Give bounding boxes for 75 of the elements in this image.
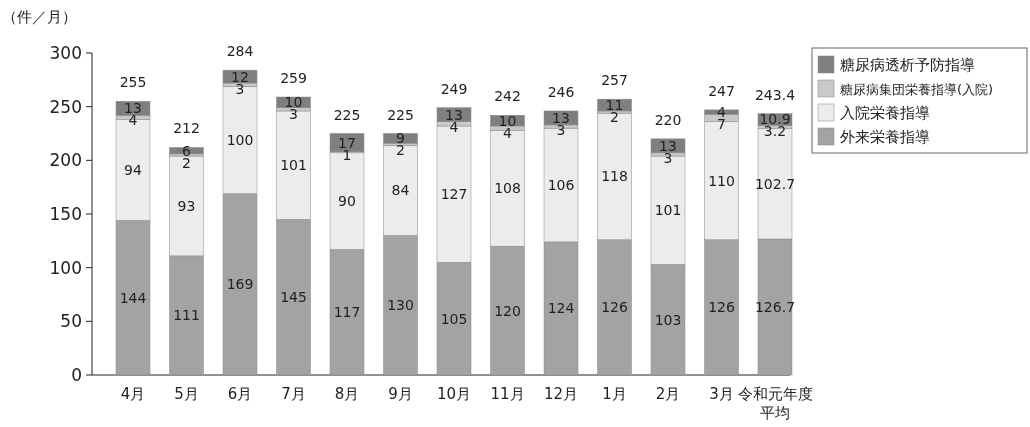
x-tick-label: 7月 bbox=[281, 385, 306, 403]
total-label: 247 bbox=[708, 82, 735, 99]
y-tick-label: 250 bbox=[49, 96, 82, 117]
data-label: 17 bbox=[338, 134, 356, 151]
total-label: 257 bbox=[601, 72, 628, 89]
y-tick-label: 200 bbox=[49, 150, 82, 171]
data-label: 2 bbox=[396, 142, 405, 159]
y-tick-label: 100 bbox=[49, 257, 82, 278]
x-tick-label: 2月 bbox=[655, 385, 681, 403]
x-tick-label: 6月 bbox=[227, 385, 253, 403]
x-tick-label: 11月 bbox=[490, 385, 525, 403]
data-label: 13 bbox=[659, 137, 677, 154]
data-label: 101 bbox=[280, 157, 307, 174]
legend-label: 糖尿病集団栄養指導(入院) bbox=[840, 82, 994, 97]
data-label: 90 bbox=[338, 193, 356, 210]
x-tick-label: 12月 bbox=[543, 385, 579, 403]
data-label: 13 bbox=[445, 106, 463, 123]
data-label: 6 bbox=[182, 142, 192, 159]
data-label: 127 bbox=[440, 186, 468, 203]
x-tick-label: 5月 bbox=[174, 385, 199, 403]
data-label: 120 bbox=[494, 302, 521, 319]
data-label: 105 bbox=[440, 310, 468, 327]
data-label: 84 bbox=[391, 182, 410, 199]
data-label: 144 bbox=[119, 289, 147, 306]
total-label: 225 bbox=[333, 106, 361, 123]
data-label: 100 bbox=[226, 131, 254, 148]
y-tick-label: 0 bbox=[71, 365, 82, 385]
total-label: 242 bbox=[494, 88, 521, 105]
data-label: 101 bbox=[654, 202, 682, 219]
y-axis-title: （件／月） bbox=[2, 8, 77, 26]
legend-label: 外来栄養指導 bbox=[840, 128, 930, 146]
y-tick-label: 150 bbox=[49, 204, 82, 224]
data-label: 126 bbox=[708, 299, 735, 316]
data-label: 117 bbox=[333, 304, 361, 321]
data-label: 93 bbox=[177, 197, 196, 214]
data-label: 103 bbox=[654, 311, 682, 328]
data-label: 10 bbox=[498, 112, 517, 129]
x-tick-label: 1月 bbox=[602, 385, 627, 403]
data-label: 94 bbox=[124, 161, 142, 178]
data-label: 145 bbox=[280, 289, 307, 306]
x-tick-label: 10月 bbox=[436, 385, 472, 403]
total-label: 225 bbox=[387, 106, 414, 123]
x-tick-label: 3月 bbox=[709, 385, 734, 403]
data-label: 108 bbox=[494, 180, 521, 197]
x-tick-label: 9月 bbox=[388, 385, 413, 403]
total-label: 220 bbox=[654, 111, 682, 128]
total-label: 243.4 bbox=[754, 86, 796, 103]
total-label: 284 bbox=[226, 43, 254, 60]
data-label: 124 bbox=[547, 300, 575, 317]
y-tick-label: 300 bbox=[49, 43, 82, 63]
data-label: 106 bbox=[547, 177, 575, 194]
data-label: 4 bbox=[128, 112, 138, 129]
data-label: 126 bbox=[601, 299, 628, 316]
x-tick-label: 8月 bbox=[334, 385, 360, 403]
x-tick-label: 令和元年度平均 bbox=[737, 385, 813, 422]
data-label: 2 bbox=[610, 109, 619, 126]
data-label: 110 bbox=[708, 172, 735, 189]
y-tick-label: 50 bbox=[60, 311, 82, 332]
total-label: 249 bbox=[440, 80, 468, 97]
total-label: 246 bbox=[547, 83, 575, 100]
data-label: 102.7 bbox=[754, 175, 796, 192]
total-label: 259 bbox=[280, 70, 307, 87]
data-label: 13 bbox=[552, 109, 570, 126]
data-label: 118 bbox=[601, 168, 628, 185]
data-label: 111 bbox=[173, 307, 200, 324]
data-label: 169 bbox=[226, 276, 254, 293]
data-label: 7 bbox=[717, 116, 726, 133]
total-label: 255 bbox=[119, 74, 147, 91]
legend-label: 糖尿病透析予防指導 bbox=[840, 56, 975, 74]
total-label: 212 bbox=[173, 120, 200, 137]
data-label: 3 bbox=[289, 106, 298, 123]
legend-label: 入院栄養指導 bbox=[840, 104, 930, 122]
data-label: 130 bbox=[387, 297, 414, 314]
data-label: 12 bbox=[231, 68, 249, 85]
x-tick-label: 4月 bbox=[120, 385, 146, 403]
